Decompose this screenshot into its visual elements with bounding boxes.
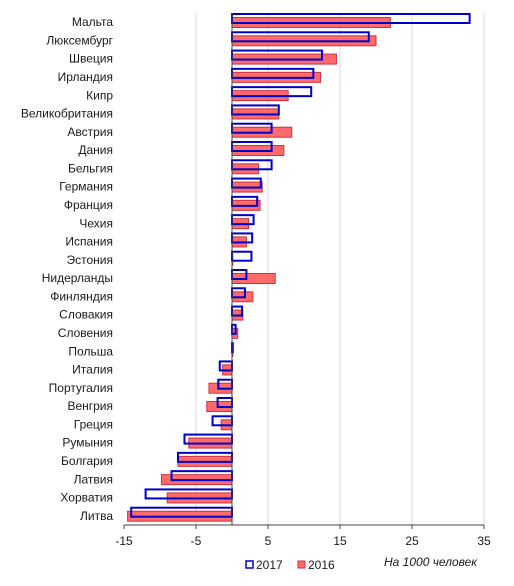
category-labels: Мальта Люксембург Швеция Ирландия Кипр Велико… <box>21 15 114 523</box>
category-label-24: Болгария <box>61 454 113 468</box>
category-label-8: Бельгия <box>68 161 113 175</box>
x-tick-label-0: -15 <box>115 534 133 548</box>
category-label-23: Румыния <box>62 436 113 450</box>
category-label-19: Италия <box>72 363 113 377</box>
category-label-21: Венгрия <box>67 399 113 413</box>
axes <box>123 13 485 529</box>
legend-2017-swatch <box>245 560 254 569</box>
category-label-13: Эстония <box>67 253 114 267</box>
category-label-4: Кипр <box>86 88 113 102</box>
x-tick-label-5: 35 <box>477 534 491 548</box>
category-label-26: Хорватия <box>60 491 113 505</box>
category-label-3: Ирландия <box>58 70 113 84</box>
unit-label: На 1000 человек <box>384 555 478 569</box>
category-label-6: Австрия <box>67 125 113 139</box>
category-label-22: Греция <box>74 417 113 431</box>
x-tick-label-1: -5 <box>191 534 202 548</box>
category-label-14: Нидерланды <box>42 271 113 285</box>
category-label-17: Словения <box>58 326 113 340</box>
category-label-12: Испания <box>65 235 113 249</box>
x-tick-label-4: 25 <box>405 534 419 548</box>
legend-2016-label: 2016 <box>308 558 335 572</box>
category-label-15: Финляндия <box>50 289 113 303</box>
category-label-27: Литва <box>80 509 113 523</box>
legend: 2017 2016 <box>245 558 335 572</box>
x-tick-label-3: 15 <box>333 534 347 548</box>
category-label-5: Великобритания <box>21 107 113 121</box>
category-label-7: Дания <box>78 143 113 157</box>
bar-2017-13 <box>231 250 253 262</box>
category-label-1: Люксембург <box>46 33 113 47</box>
category-label-11: Чехия <box>79 216 113 230</box>
category-label-20: Португалия <box>49 381 113 395</box>
category-label-25: Латвия <box>74 472 113 486</box>
category-label-10: Франция <box>64 198 113 212</box>
legend-2016-swatch <box>297 560 306 569</box>
x-tick-labels: -15 -5 5 15 25 35 <box>115 534 491 548</box>
category-label-0: Мальта <box>72 15 113 29</box>
bars <box>127 13 471 522</box>
x-tick-label-2: 5 <box>265 534 272 548</box>
category-label-16: Словакия <box>59 308 113 322</box>
category-label-9: Германия <box>59 180 113 194</box>
legend-2017-label: 2017 <box>256 558 283 572</box>
category-label-2: Швеция <box>69 52 113 66</box>
category-label-18: Польша <box>68 344 113 358</box>
